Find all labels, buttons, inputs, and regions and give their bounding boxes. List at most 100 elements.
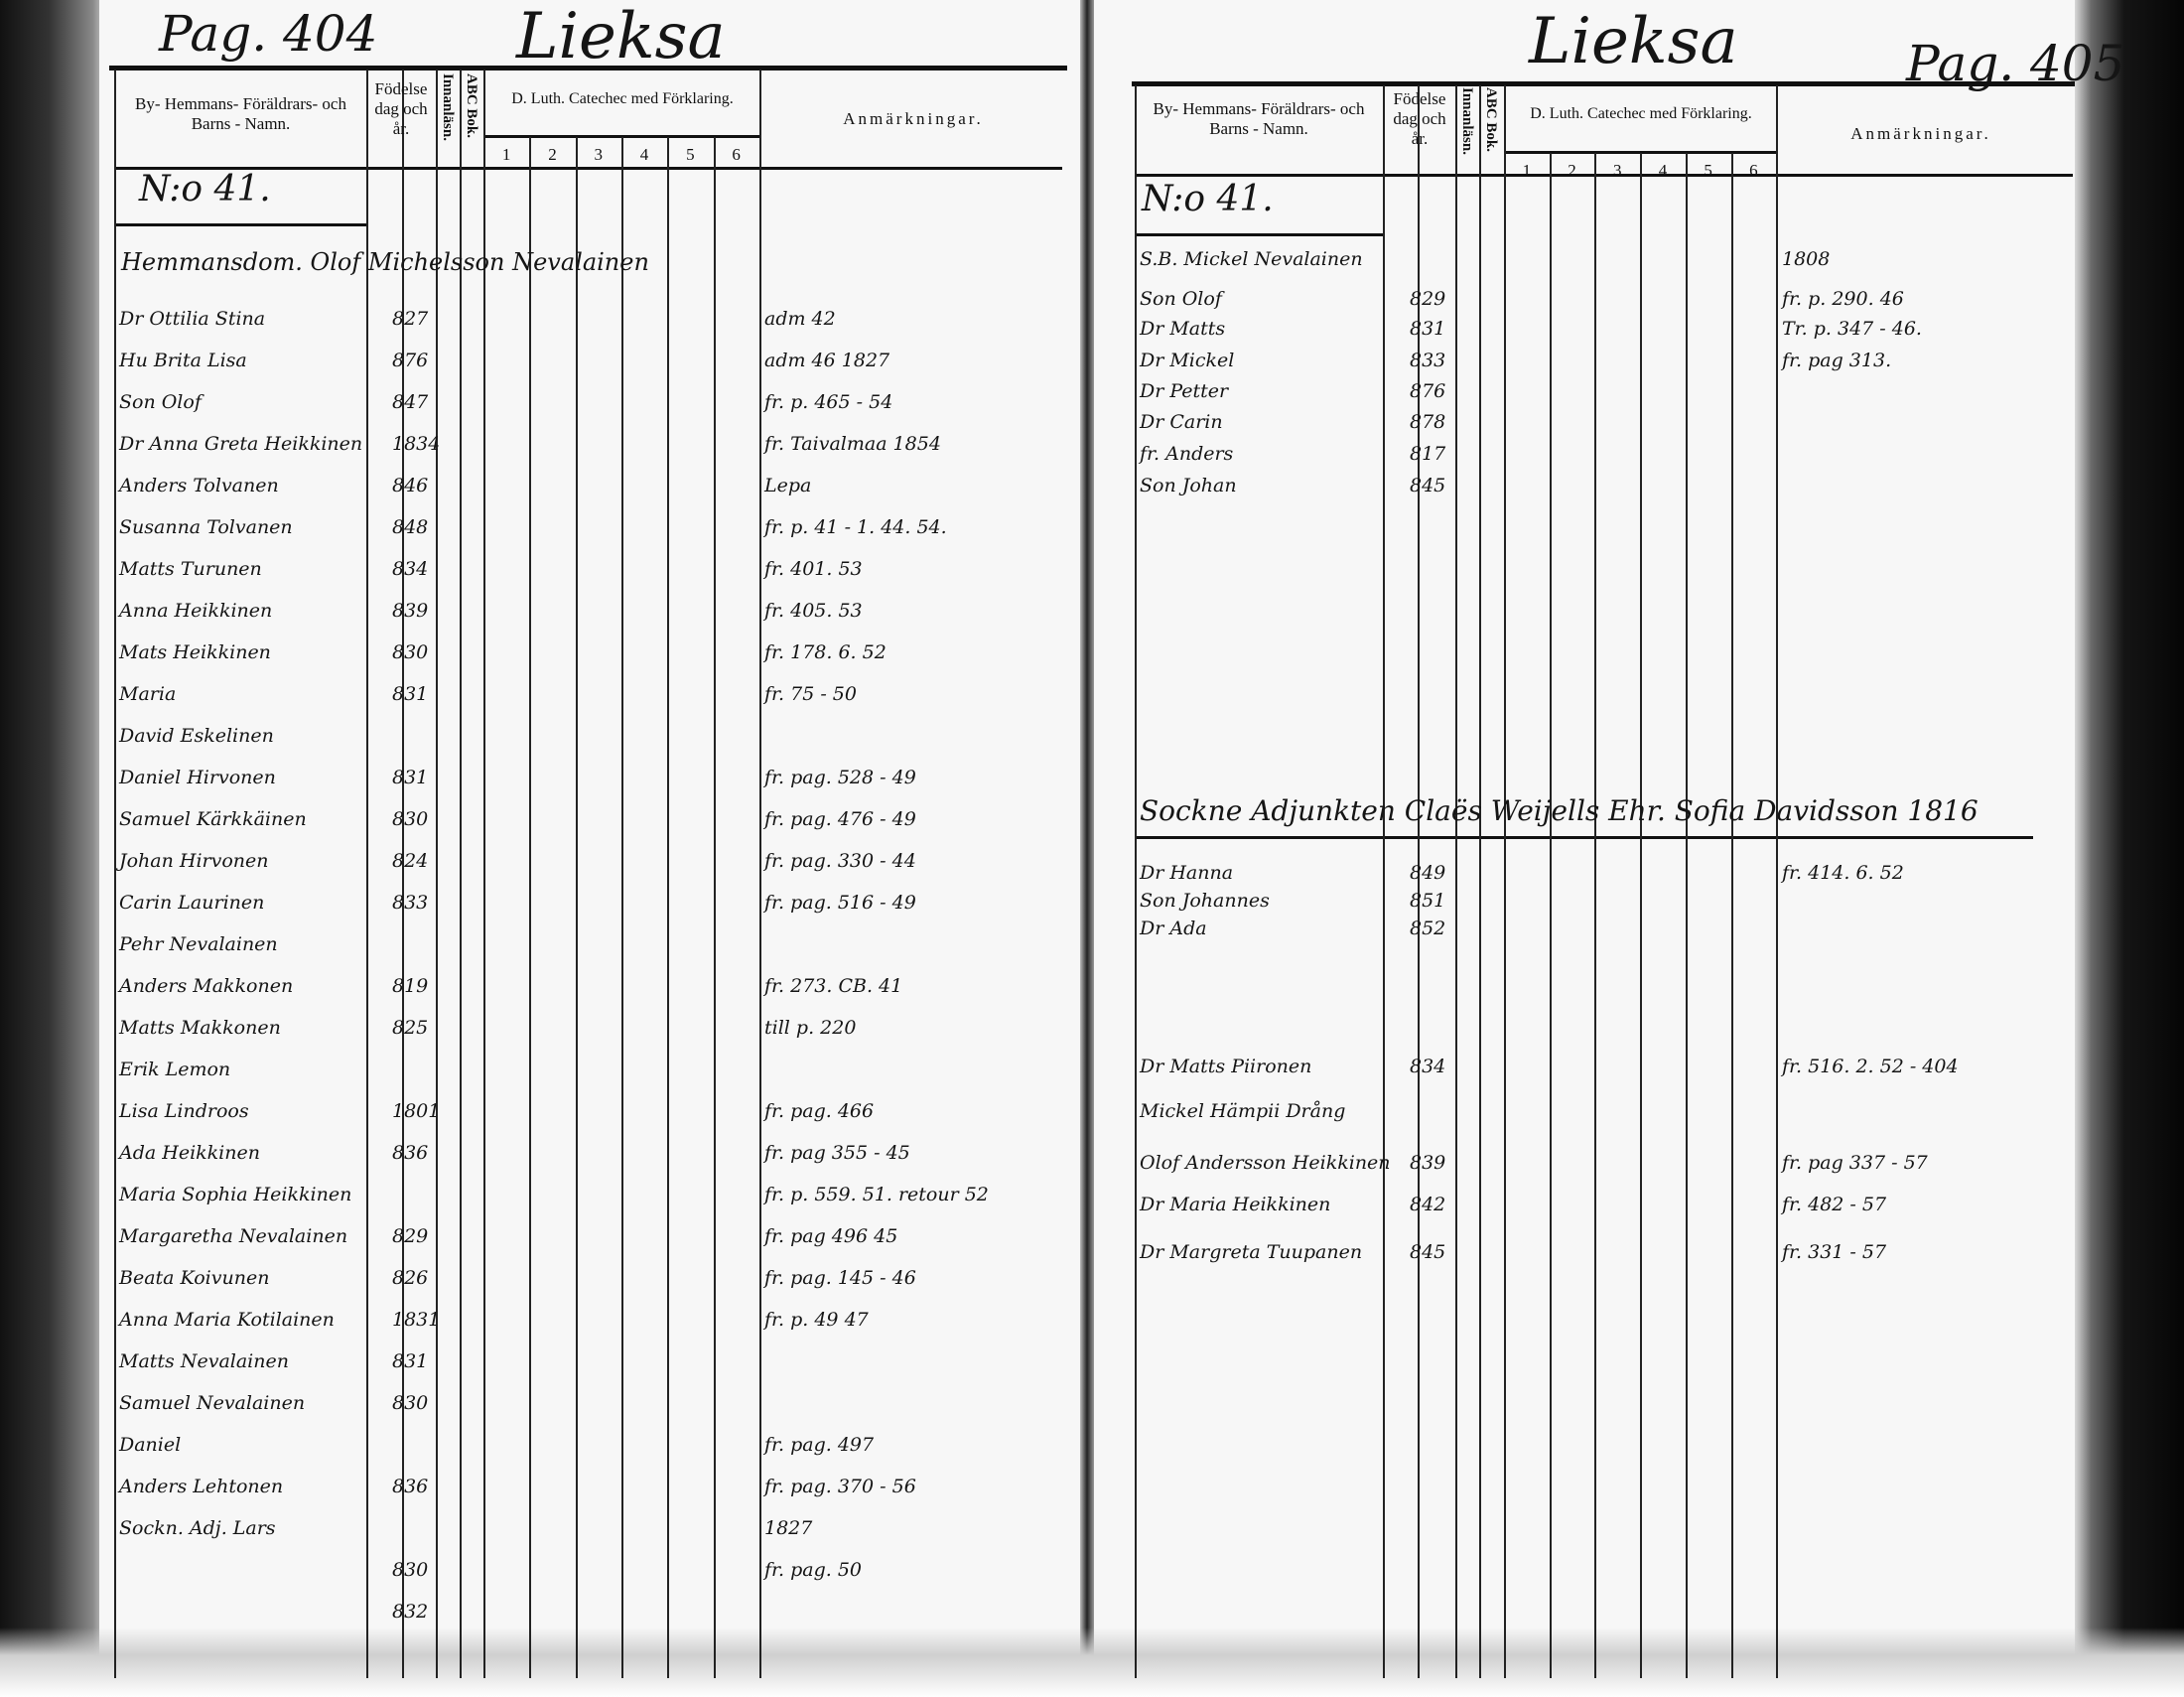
column-rule [529,137,532,1678]
header-innan: Innanläsn. [440,73,456,141]
entry-name: Daniel Hirvonen [119,767,276,788]
entry-name: Mickel Hämpii Drång [1140,1100,1346,1122]
book-edge-left [0,0,109,1697]
entry-birth-year: 836 [392,1476,429,1497]
entry-name: Daniel [119,1434,182,1456]
entry-birth-year: 830 [392,808,429,830]
entry-remark: fr. pag. 145 - 46 [764,1267,916,1289]
column-rule [1479,85,1481,1678]
entry-name: Dr Maria Heikkinen [1140,1194,1331,1215]
entry-name: Dr Petter [1140,380,1229,402]
rule [1132,81,2075,86]
entry-birth-year: 847 [392,391,429,413]
rule [1135,174,2073,177]
entry-birth-year: 1834 [392,433,441,455]
entry-name: Anders Tolvanen [119,475,279,496]
entry-name: Dr Matts Piironen [1140,1056,1312,1077]
entry-birth-year: 876 [392,350,429,371]
header-abc: ABC Bok. [464,73,479,139]
header-name: By- Hemmans- Föräldrars- och Barns - Nam… [1153,99,1365,138]
header-birth: Födelse dag och år. [374,79,428,138]
column-rule [759,70,761,1678]
column-rule [1135,85,1137,1678]
entry-birth-year: 831 [392,767,429,788]
entry-birth-year: 817 [1410,443,1446,465]
entry-name: Anna Maria Kotilainen [119,1309,335,1331]
header-catechism: D. Luth. Catecheс med Förklaring. [511,90,734,107]
left-page [99,0,1082,1668]
entry-name: Johan Hirvonen [119,850,269,872]
column-rule [1594,153,1597,1678]
rule [483,135,759,138]
rule [1135,836,2033,839]
entry-name: Matts Nevalainen [119,1350,289,1372]
rule [109,66,1067,71]
entry-birth-year: 831 [1410,318,1446,340]
entry-remark: fr. pag. 497 [764,1434,875,1456]
entry-birth-year: 829 [1410,288,1446,310]
entry-birth-year: 834 [392,558,429,580]
catechism-col-header: 4 [1658,161,1668,180]
entry-remark: fr. p. 49 47 [764,1309,869,1331]
entry-birth-year: 845 [1410,475,1446,496]
entry-remark: fr. 75 - 50 [764,683,857,705]
entry-remark: fr. 482 - 57 [1782,1194,1887,1215]
entry-birth-year: 826 [392,1267,429,1289]
rule [1135,233,1383,236]
catechism-col-header: 3 [1612,161,1622,180]
entry-name: Carin Laurinen [119,892,265,914]
entry-name: Anna Heikkinen [119,600,273,622]
entry-name: Anders Lehtonen [119,1476,284,1497]
entry-birth-year: 852 [1410,918,1446,939]
entry-name: Dr Hanna [1140,862,1234,884]
entry-name: Beata Koivunen [119,1267,270,1289]
column-rule [114,70,116,1678]
column-rule [1383,85,1385,1678]
entry-birth-year: 830 [392,641,429,663]
catechism-col-header: 2 [1568,161,1576,180]
header-innan: Innanläsn. [1459,87,1475,155]
entry-name: Samuel Nevalainen [119,1392,306,1414]
entry-remark: till p. 220 [764,1017,857,1039]
entry-name: Anders Makkonen [119,975,294,997]
entry-name: Olof Andersson Heikkinen [1140,1152,1391,1174]
header-remarks: Anmärkningar. [1850,124,1991,143]
entry-remark: adm 42 [764,308,836,330]
entry-remark: fr. 516. 2. 52 - 404 [1782,1056,1959,1077]
entry-name: Sockn. Adj. Lars [119,1517,276,1539]
column-rule [1455,85,1457,1678]
entry-remark: fr. pag 496 45 [764,1225,898,1247]
entry-name: Matts Makkonen [119,1017,281,1039]
entry-remark: fr. 273. CB. 41 [764,975,903,997]
entry-birth-year: 827 [392,308,429,330]
entry-remark: fr. pag. 50 [764,1559,863,1581]
catechism-col-header: 2 [548,145,557,164]
rule [114,223,366,226]
catechism-col-header: 5 [686,145,695,164]
catechism-col-header: 6 [732,145,741,164]
entry-birth-year: 833 [1410,350,1446,371]
entry-remark: Lepa [764,475,812,496]
header-birth: Födelse dag och år. [1393,89,1446,148]
page-number-left: Pag. 404 [159,5,378,63]
entry-remark: fr. pag. 516 - 49 [764,892,916,914]
catechism-col-header: 6 [1749,161,1758,180]
entry-birth-year: 839 [392,600,429,622]
entry-name: Mats Heikkinen [119,641,271,663]
entry-name: Son Johan [1140,475,1237,496]
entry-name: Maria Sophia Heikkinen [119,1184,352,1205]
entry-remark: fr. pag 355 - 45 [764,1142,910,1164]
entry-name: Lisa Lindroos [119,1100,249,1122]
entry-name: Matts Turunen [119,558,262,580]
entry-birth-year: 831 [392,1350,429,1372]
catechism-col-header: 4 [639,145,649,164]
entry-name: Dr Matts [1140,318,1226,340]
entry-remark: 1827 [764,1517,813,1539]
entry-birth-year: 1801 [392,1100,441,1122]
entry-remark: fr. pag. 330 - 44 [764,850,916,872]
column-rule [1549,153,1552,1678]
entry-birth-year: 878 [1410,411,1446,433]
household-head: Hemmansdom. Olof Michelsson Nevalainen [121,248,649,276]
column-rule [402,70,404,1678]
entry-birth-year: 829 [392,1225,429,1247]
